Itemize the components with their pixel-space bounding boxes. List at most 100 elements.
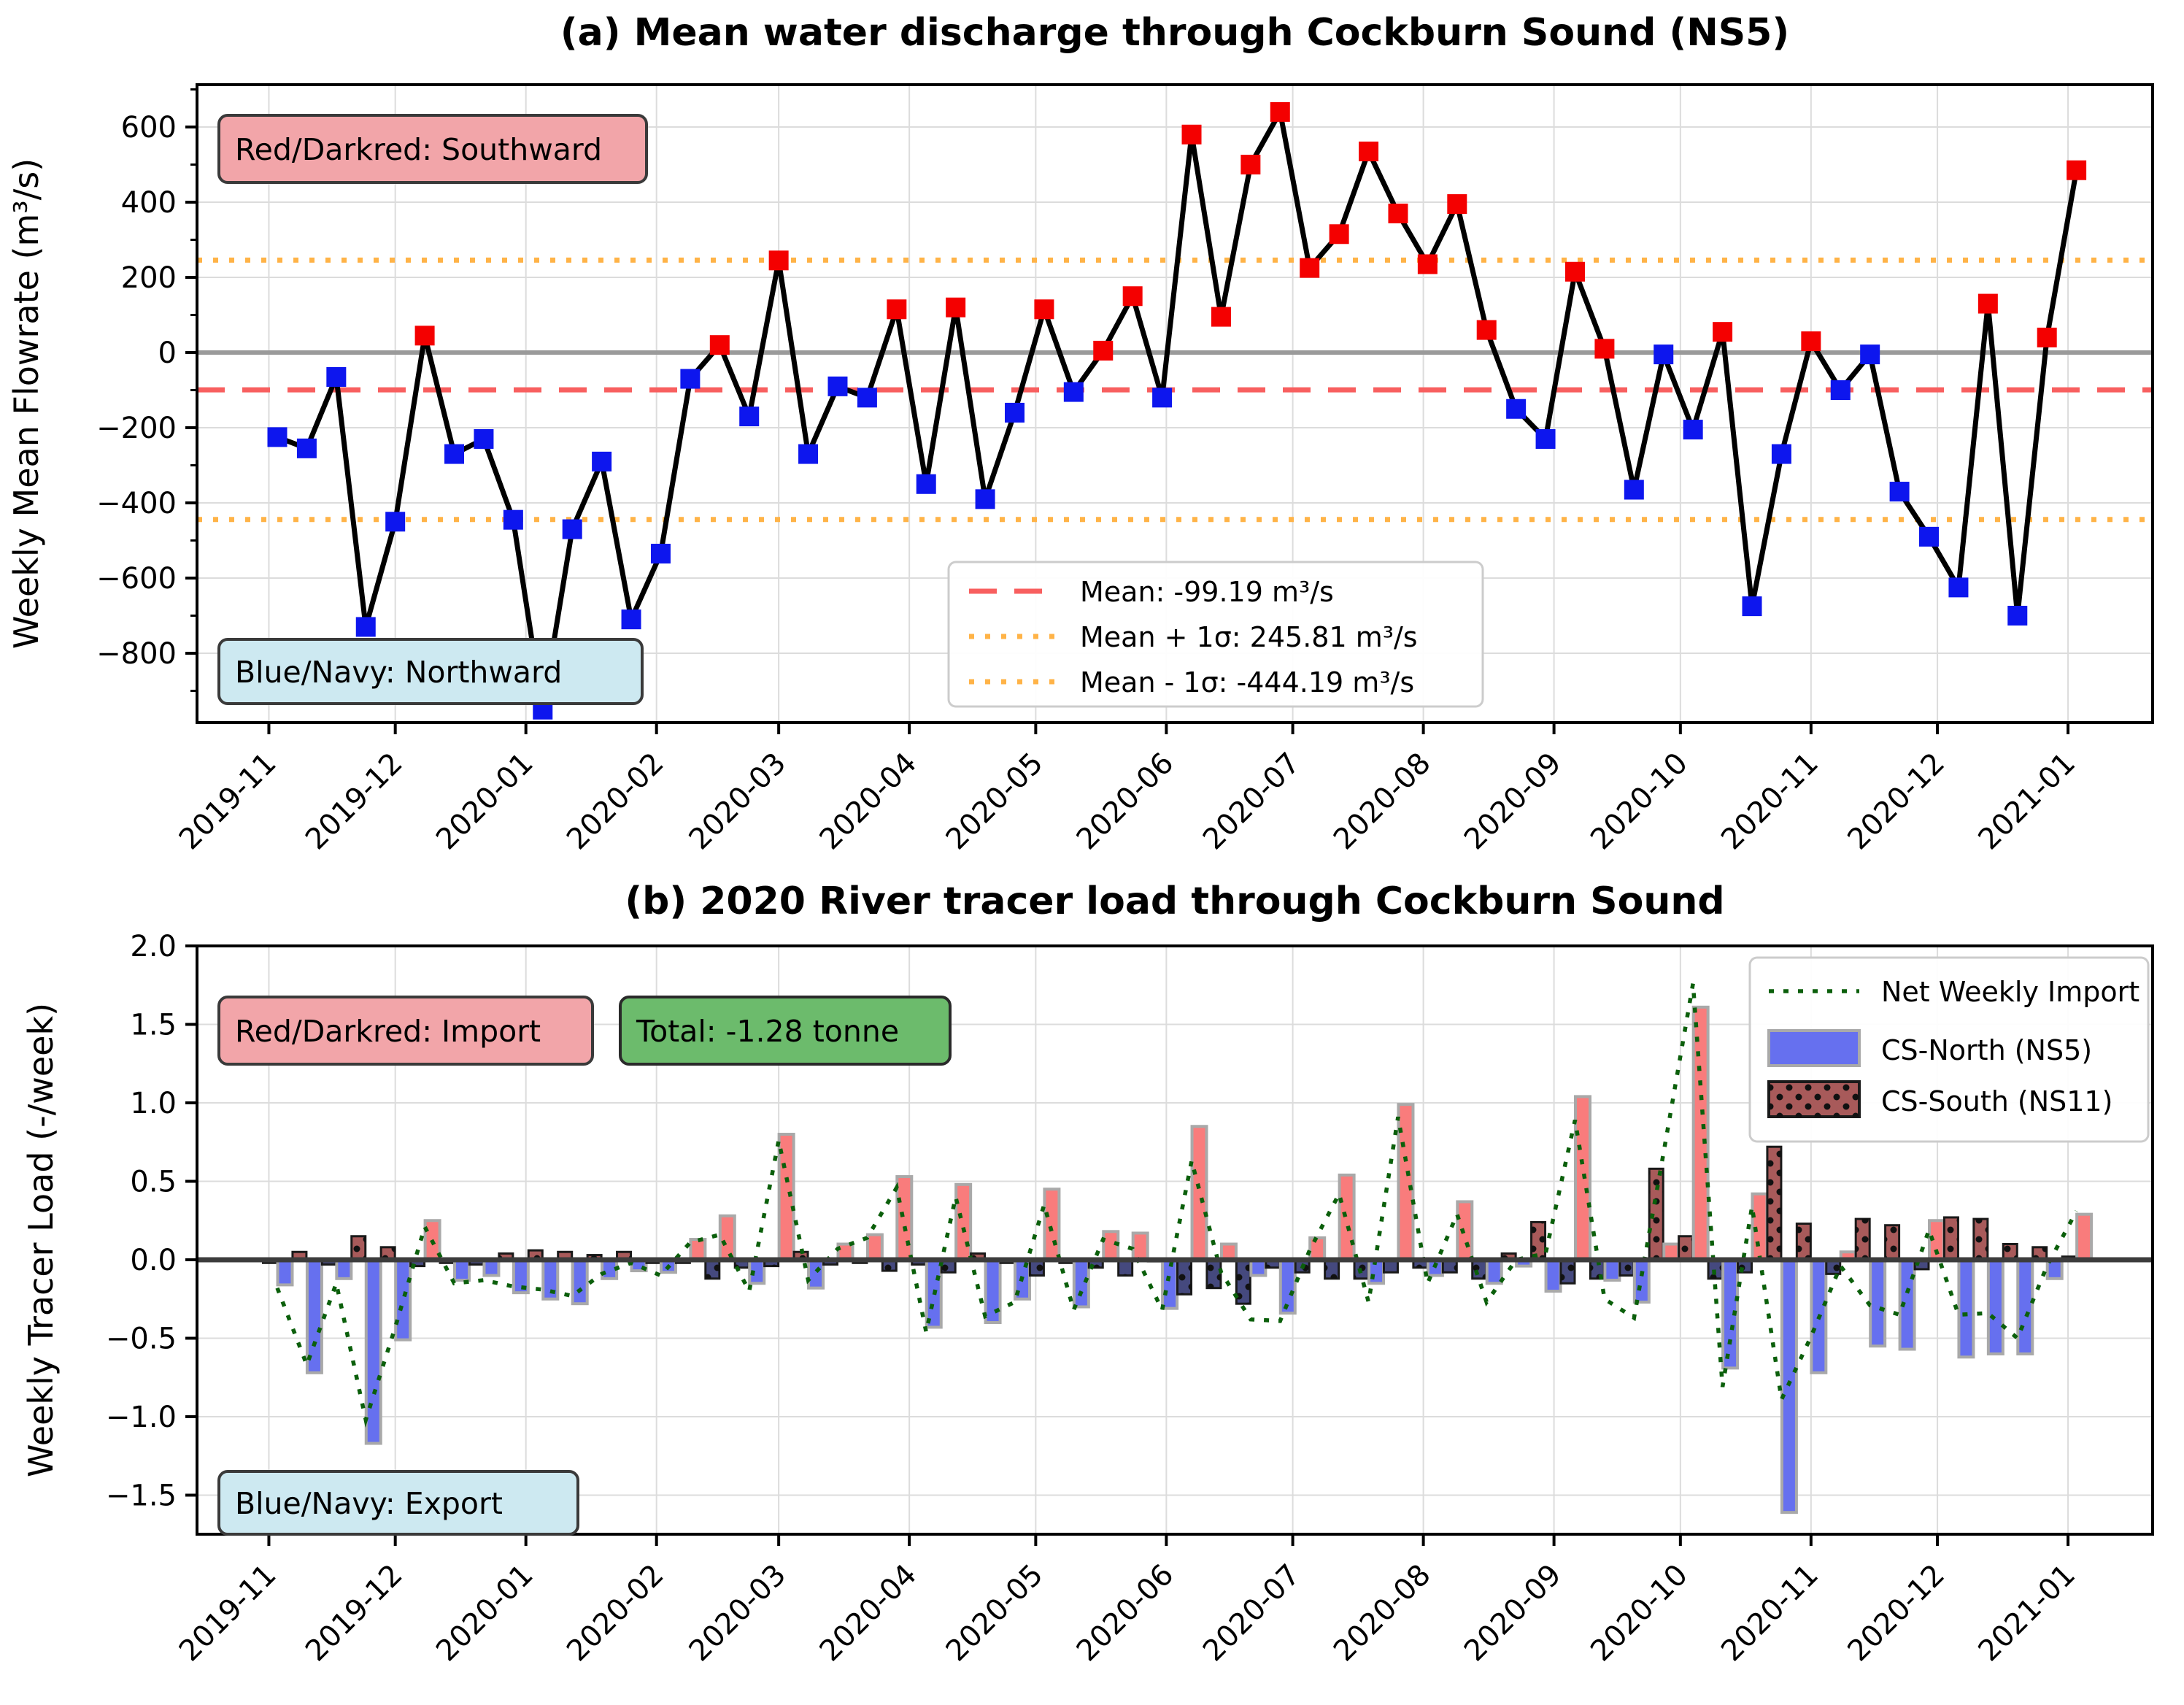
annotation-southward-box (217, 114, 648, 184)
annotation-northward-text: Blue/Navy: Northward (235, 655, 562, 690)
flow-marker-northward (562, 519, 582, 539)
flow-marker-northward (621, 609, 641, 630)
x-tick-label: 2020-04 (814, 1558, 924, 1669)
x-tick-label: 2020-09 (1458, 1558, 1568, 1669)
flow-marker-northward (1506, 399, 1527, 419)
x-tick-label: 2020-10 (1584, 1558, 1694, 1669)
x-tick-label: 2021-01 (1972, 1558, 2082, 1669)
annotation-import-text: Red/Darkred: Import (235, 1014, 541, 1049)
bar-cs-south-hatch (882, 1260, 897, 1271)
flow-marker-northward (1624, 480, 1644, 500)
flow-marker-northward (650, 544, 671, 564)
bar-cs-south-hatch (1443, 1260, 1457, 1273)
flow-marker-northward (798, 444, 819, 464)
net-import-line (275, 983, 2079, 1428)
flow-marker-northward (1860, 345, 1880, 365)
bar-cs-south-hatch (1797, 1223, 1811, 1260)
flow-marker-southward (1270, 101, 1290, 122)
bar-cs-south-hatch (1472, 1260, 1486, 1279)
legend-north-label: CS-North (NS5) (1881, 1034, 2092, 1066)
flow-marker-northward (1683, 420, 1703, 440)
plot-border (196, 944, 2154, 1536)
bar-cs-south-hatch (705, 1260, 719, 1279)
y-tick-label: 1.0 (130, 1087, 177, 1120)
bar-cs-south-hatch (1826, 1260, 1840, 1274)
bar-cs-south-hatch (1502, 1253, 1516, 1260)
bar-cs-north (1632, 1258, 1651, 1304)
bar-cs-south-hatch (1649, 1169, 1664, 1260)
bar-cs-north (1338, 1173, 1356, 1262)
x-tick-label: 2020-03 (682, 1558, 792, 1669)
x-tick-label: 2020-11 (1715, 747, 1825, 857)
bar-cs-south-hatch (735, 1260, 749, 1268)
bar-cs-south-hatch (351, 1236, 366, 1260)
bar-cs-south-hatch (1324, 1260, 1339, 1279)
flow-marker-southward (1476, 320, 1497, 340)
bar-cs-south-hatch (1030, 1260, 1044, 1276)
flow-marker-northward (385, 512, 406, 532)
bar-cs-south-hatch (1856, 1219, 1870, 1260)
legend-north-sample (1767, 1029, 1861, 1067)
bar-cs-south-hatch (498, 1253, 513, 1260)
bar-cs-south-hatch (1384, 1260, 1398, 1273)
bar-cs-south-hatch (1413, 1260, 1427, 1268)
x-tick-label: 2020-11 (1715, 1558, 1825, 1669)
x-tick-label: 2020-09 (1458, 747, 1568, 857)
flow-marker-southward (1211, 307, 1231, 327)
flow-marker-northward (326, 366, 347, 387)
annotation-total-text: Total: -1.28 tonne (636, 1014, 899, 1049)
chart-a: (a) Mean water discharge through Cockbur… (7, 11, 2154, 857)
bar-cs-north (1544, 1258, 1562, 1293)
flow-marker-northward (739, 407, 760, 427)
bar-cs-south-hatch (1560, 1260, 1575, 1284)
x-tick-label: 2020-12 (1841, 1558, 1951, 1669)
bar-cs-south-hatch (1973, 1219, 1988, 1260)
bar-cs-south-hatch (1118, 1260, 1132, 1276)
bar-cs-south-hatch (410, 1260, 425, 1266)
bar-cs-north (718, 1214, 736, 1262)
legend-net-label: Net Weekly Import (1881, 976, 2139, 1008)
bar-cs-south-hatch (292, 1252, 306, 1260)
flow-marker-southward (2067, 160, 2087, 180)
flow-marker-southward (414, 326, 435, 346)
annotation-export-box (217, 1470, 579, 1536)
flow-marker-northward (1535, 428, 1556, 449)
x-tick-label: 2019-12 (299, 747, 409, 857)
bar-cs-north (895, 1175, 914, 1262)
x-tick-label: 2020-08 (1327, 1558, 1438, 1669)
chart-a-ylabel: Weekly Mean Flowrate (m³/s) (7, 158, 46, 649)
flow-marker-northward (1152, 388, 1173, 408)
bar-cs-north (865, 1233, 884, 1261)
bar-cs-south-hatch (941, 1260, 956, 1273)
flow-marker-northward (355, 617, 376, 637)
annotation-southward-text: Red/Darkred: Southward (235, 132, 602, 167)
flow-marker-northward (827, 376, 848, 396)
flow-marker-northward (680, 369, 701, 389)
bar-cs-north (1131, 1231, 1149, 1261)
bar-cs-north (984, 1258, 1002, 1324)
flow-marker-northward (2007, 606, 2028, 626)
bar-cs-north (954, 1182, 973, 1262)
y-tick-label: −400 (96, 487, 177, 520)
flow-marker-northward (503, 509, 523, 530)
chart-a-title: (a) Mean water discharge through Cockbur… (560, 11, 1789, 55)
x-tick-label: 2020-04 (814, 747, 924, 857)
legend-sigma-lower-label: Mean - 1σ: -444.19 m³/s (1080, 666, 1414, 698)
plot-border (196, 83, 2154, 724)
bar-cs-north (1072, 1258, 1090, 1309)
flow-marker-northward (916, 474, 936, 494)
flow-line (276, 109, 2080, 712)
flow-marker-northward (1005, 402, 1025, 423)
flow-marker-northward (444, 444, 465, 464)
annotation-total-box (619, 996, 952, 1066)
x-tick-label: 2020-03 (682, 747, 792, 857)
bar-cs-south-hatch (1619, 1260, 1634, 1276)
bar-cs-north (1603, 1258, 1621, 1282)
flow-marker-northward (975, 489, 995, 509)
bar-cs-north (1456, 1200, 1474, 1261)
flow-marker-southward (1713, 322, 1733, 342)
bar-cs-north (601, 1258, 619, 1280)
bar-cs-north (1869, 1258, 1887, 1348)
